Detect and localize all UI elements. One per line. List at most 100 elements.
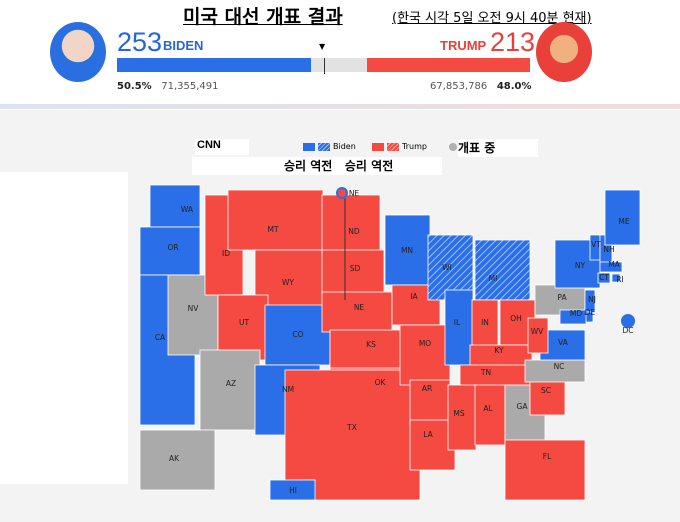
state-ak[interactable]: [139, 429, 216, 491]
state-label-sd: SD: [350, 264, 361, 273]
state-md[interactable]: [559, 309, 587, 325]
state-label-dc: DC: [622, 326, 633, 335]
state-dc[interactable]: [621, 314, 635, 328]
ne-split-icon: [336, 187, 348, 199]
state-label-nd: ND: [348, 227, 360, 236]
state-label-ct: CT: [599, 273, 609, 282]
state-label-ga: GA: [517, 402, 529, 411]
state-label-ks: KS: [366, 340, 376, 349]
state-label-wi: WI: [442, 263, 452, 272]
state-label-sc: SC: [541, 386, 551, 395]
blank-panel: [0, 172, 128, 484]
state-label-tx: TX: [346, 423, 357, 432]
state-al[interactable]: [474, 384, 506, 446]
state-sc[interactable]: [529, 379, 566, 416]
state-az[interactable]: [199, 349, 261, 431]
state-tx[interactable]: [284, 369, 421, 501]
state-label-ak: AK: [169, 454, 180, 463]
state-wv[interactable]: [527, 317, 549, 354]
divider: [0, 104, 680, 109]
page-subtitle: (한국 시각 5일 오전 9시 40분 현재): [392, 11, 592, 26]
flip-label-2: 승리 역전: [344, 159, 394, 173]
page-title: 미국 대선 개표 결과: [183, 6, 343, 28]
state-label-wv: WV: [531, 327, 544, 336]
state-ms[interactable]: [447, 384, 477, 451]
state-fl[interactable]: [504, 439, 586, 501]
state-ma[interactable]: [599, 261, 623, 273]
hatch-swatch: [318, 142, 330, 151]
state-label-nc: NC: [554, 362, 565, 371]
state-hi[interactable]: [269, 479, 316, 501]
state-label-co: CO: [292, 330, 303, 339]
state-label-ut: UT: [239, 318, 249, 327]
biden-bar: [117, 58, 312, 72]
state-label-ms: MS: [453, 409, 464, 418]
counting-dot-icon: [449, 143, 457, 151]
state-label-vt: VT: [591, 240, 601, 249]
state-label-mn: MN: [401, 246, 413, 255]
state-label-tn: TN: [480, 368, 491, 377]
state-label-hi: HI: [289, 486, 297, 495]
biden-name: BIDEN: [163, 38, 204, 53]
legend-biden-label: Biden: [333, 142, 356, 151]
ne-split-label: NE: [349, 189, 360, 198]
biden-votes: 71,355,491: [161, 81, 219, 92]
state-ri[interactable]: [611, 273, 621, 283]
state-label-nh: NH: [603, 245, 614, 254]
state-label-md: MD: [570, 309, 582, 318]
biden-stats: 50.5% 71,355,491: [117, 81, 219, 92]
state-label-il: IL: [454, 318, 461, 327]
electoral-progress-bar: [117, 58, 530, 74]
state-label-ma: MA: [608, 260, 620, 269]
biden-electoral-votes: 253: [117, 27, 163, 57]
legend-trump: Trump: [372, 142, 427, 151]
state-label-va: VA: [558, 338, 569, 347]
state-il[interactable]: [444, 289, 474, 366]
state-label-ok: OK: [375, 378, 387, 387]
state-mo[interactable]: [399, 324, 451, 386]
state-ct[interactable]: [597, 272, 611, 284]
state-sd[interactable]: [321, 249, 385, 296]
source-label: CNN: [195, 139, 249, 155]
state-mt[interactable]: [227, 189, 324, 251]
state-label-ri: RI: [616, 275, 623, 284]
state-mn[interactable]: [384, 214, 431, 286]
state-ne[interactable]: [321, 291, 393, 333]
trump-avatar: [536, 22, 592, 82]
state-label-nj: NJ: [588, 295, 596, 304]
state-me[interactable]: [604, 189, 641, 246]
state-mi[interactable]: [474, 239, 531, 301]
state-label-mi: MI: [489, 274, 498, 283]
state-label-wa: WA: [181, 205, 194, 214]
state-co[interactable]: [264, 304, 331, 366]
win-threshold-line: [324, 58, 326, 74]
state-label-al: AL: [483, 404, 493, 413]
state-label-la: LA: [423, 430, 433, 439]
state-label-nv: NV: [188, 304, 200, 313]
trump-percent: 48.0%: [496, 81, 532, 92]
trump-votes: 67,853,786: [430, 81, 488, 92]
state-label-ca: CA: [155, 333, 166, 342]
state-label-ky: KY: [494, 346, 504, 355]
state-label-mt: MT: [267, 225, 278, 234]
state-ut[interactable]: [217, 294, 269, 361]
flip-labels: 승리 역전 승리 역전: [192, 157, 442, 175]
trump-stats: 67,853,786 48.0%: [430, 81, 532, 92]
state-label-id: ID: [222, 249, 230, 258]
state-label-ny: NY: [575, 261, 586, 270]
legend-trump-label: Trump: [402, 142, 427, 151]
state-label-ia: IA: [410, 292, 418, 301]
legend-biden: Biden: [303, 142, 356, 151]
state-label-az: AZ: [226, 379, 236, 388]
state-label-or: OR: [167, 243, 178, 252]
state-ks[interactable]: [329, 329, 411, 371]
state-nd[interactable]: [321, 194, 381, 256]
state-label-in: IN: [481, 318, 489, 327]
trump-name: TRUMP: [440, 38, 487, 53]
state-label-ar: AR: [422, 384, 432, 393]
state-or[interactable]: [139, 226, 201, 276]
state-wi[interactable]: [427, 234, 474, 301]
state-label-ne: NE: [354, 303, 365, 312]
state-label-de: DE: [585, 308, 596, 317]
